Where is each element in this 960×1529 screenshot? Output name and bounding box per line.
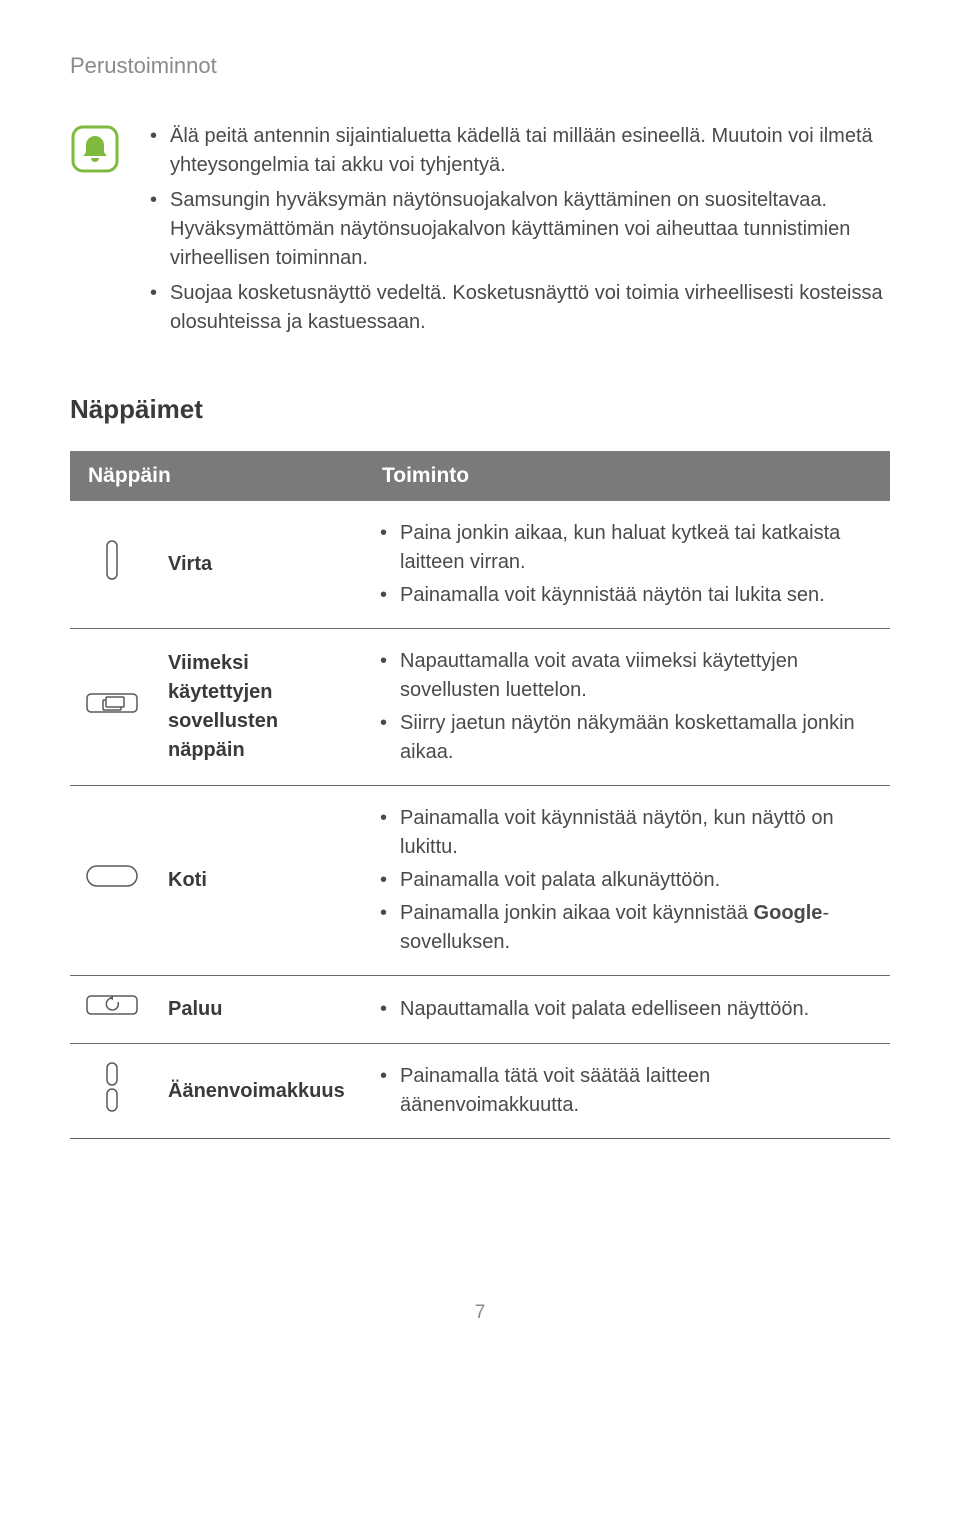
volume-key-icon [70, 1044, 154, 1139]
section-heading: Näppäimet [70, 391, 890, 429]
func-item: Painamalla jonkin aikaa voit käynnistää … [378, 899, 876, 957]
header-func: Toiminto [364, 451, 890, 501]
func-prefix: Painamalla jonkin aikaa voit käynnistää [400, 902, 754, 924]
func-item: Paina jonkin aikaa, kun haluat kytkeä ta… [378, 519, 876, 577]
func-item: Painamalla voit käynnistää näytön, kun n… [378, 804, 876, 862]
note-item: Älä peitä antennin sijaintialuetta kädel… [148, 122, 890, 180]
note-item: Suojaa kosketusnäyttö vedeltä. Kosketusn… [148, 279, 890, 337]
note-section: Älä peitä antennin sijaintialuetta kädel… [70, 122, 890, 343]
page-number: 7 [70, 1299, 890, 1327]
note-item: Samsungin hyväksymän näytönsuojakalvon k… [148, 186, 890, 273]
func-item: Painamalla voit palata alkunäyttöön. [378, 866, 876, 895]
key-name: Virta [154, 501, 364, 629]
func-list: Napauttamalla voit avata viimeksi käytet… [378, 647, 876, 767]
func-list: Napauttamalla voit palata edelliseen näy… [378, 995, 876, 1024]
func-item: Napauttamalla voit avata viimeksi käytet… [378, 647, 876, 705]
table-row: Koti Painamalla voit käynnistää näytön, … [70, 786, 890, 976]
func-item: Siirry jaetun näytön näkymään koskettama… [378, 709, 876, 767]
func-bold: Google [754, 902, 823, 924]
func-item: Napauttamalla voit palata edelliseen näy… [378, 995, 876, 1024]
power-key-icon [70, 501, 154, 629]
note-bell-icon [70, 124, 120, 174]
table-row: Äänenvoimakkuus Painamalla tätä voit sää… [70, 1044, 890, 1139]
table-row: Virta Paina jonkin aikaa, kun haluat kyt… [70, 501, 890, 629]
func-list: Painamalla tätä voit säätää laitteen ään… [378, 1062, 876, 1120]
recent-key-icon [70, 629, 154, 786]
key-name: Viimeksi käytettyjen sovellusten näppäin [154, 629, 364, 786]
table-row: Viimeksi käytettyjen sovellusten näppäin… [70, 629, 890, 786]
back-key-icon [70, 976, 154, 1044]
note-list: Älä peitä antennin sijaintialuetta kädel… [148, 122, 890, 343]
key-name: Koti [154, 786, 364, 976]
key-name: Äänenvoimakkuus [154, 1044, 364, 1139]
home-key-icon [70, 786, 154, 976]
func-list: Painamalla voit käynnistää näytön, kun n… [378, 804, 876, 957]
func-item: Painamalla voit käynnistää näytön tai lu… [378, 581, 876, 610]
func-list: Paina jonkin aikaa, kun haluat kytkeä ta… [378, 519, 876, 610]
header-key: Näppäin [70, 451, 364, 501]
keys-table: Näppäin Toiminto Virta Paina jonkin aika… [70, 451, 890, 1139]
table-row: Paluu Napauttamalla voit palata edellise… [70, 976, 890, 1044]
key-name: Paluu [154, 976, 364, 1044]
table-header-row: Näppäin Toiminto [70, 451, 890, 501]
page-header: Perustoiminnot [70, 50, 890, 82]
func-item: Painamalla tätä voit säätää laitteen ään… [378, 1062, 876, 1120]
